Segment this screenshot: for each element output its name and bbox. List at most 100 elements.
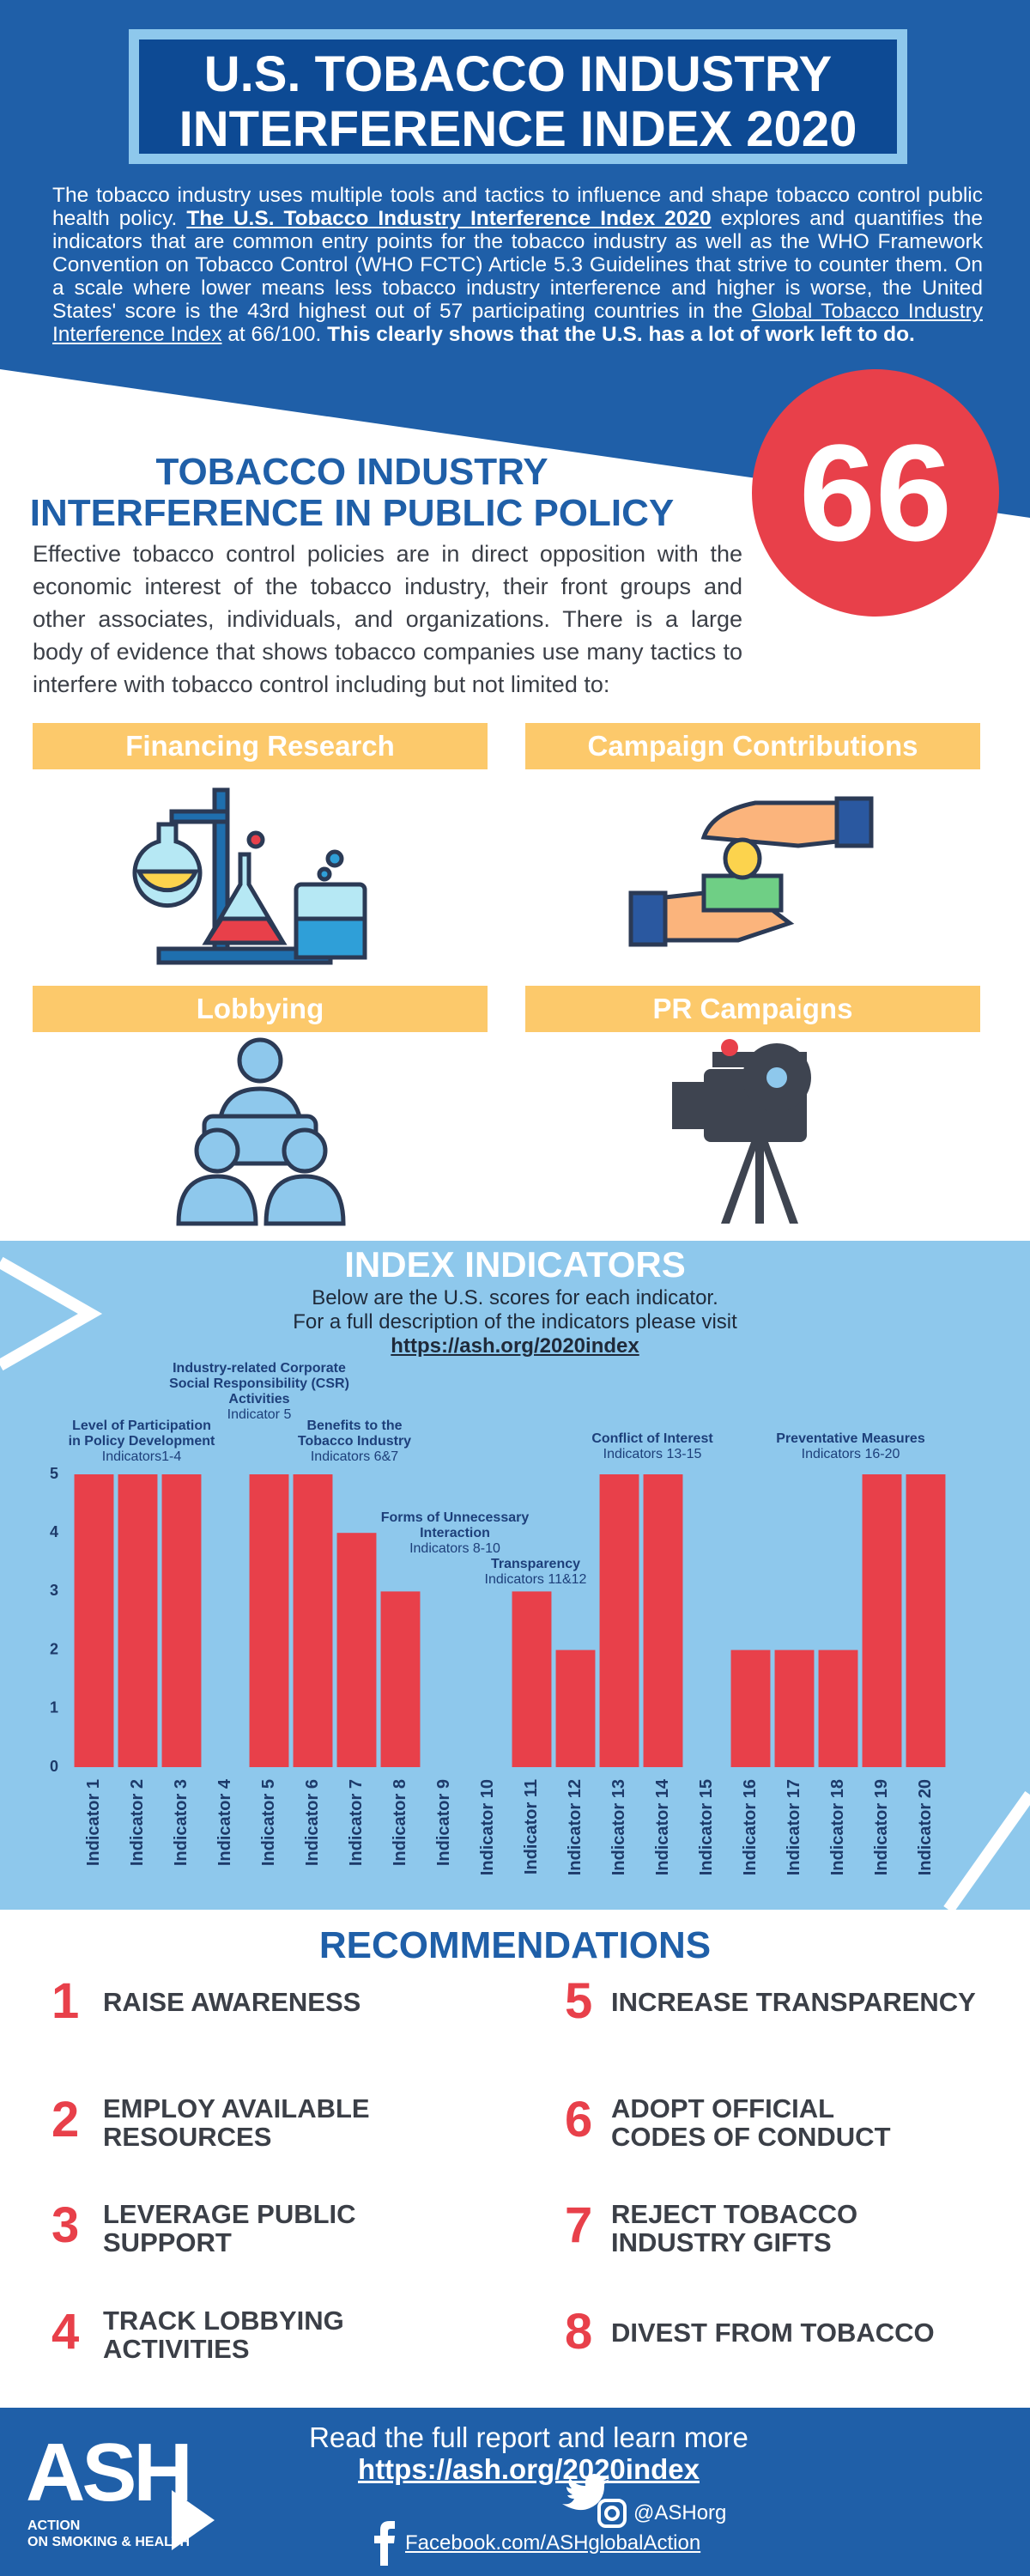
title-line: INTERFERENCE INDEX 2020 <box>179 101 857 157</box>
title-box <box>139 39 897 154</box>
recommendation-line: ADOPT OFFICIAL <box>611 2093 835 2123</box>
x-tick-label: Indicator 7 <box>347 1779 366 1866</box>
tactic: Financing Research <box>33 723 488 769</box>
y-tick-label: 2 <box>50 1640 58 1657</box>
score-circle <box>752 369 999 617</box>
recommendation-number: 6 <box>565 2092 593 2148</box>
x-tick-label: Indicator 19 <box>872 1779 891 1875</box>
chart-link[interactable]: https://ash.org/2020index <box>391 1334 639 1358</box>
recommendation-text: DIVEST FROM TOBACCO <box>611 2318 935 2347</box>
annotation-subtitle: Indicators 11&12 <box>485 1572 587 1587</box>
annotation-title: Activities <box>228 1392 289 1406</box>
footer-text: Read the full report and learn more <box>309 2421 748 2453</box>
logo-subtitle: ACTION ON SMOKING & HEALTH <box>27 2518 190 2550</box>
x-tick-label: Indicator 9 <box>434 1779 453 1866</box>
policy-title-line: TOBACCO INDUSTRY <box>155 451 548 493</box>
x-tick-label: Indicator 12 <box>566 1779 585 1875</box>
intro-index-link[interactable]: Global Tobacco Industry Interference Ind… <box>52 300 983 346</box>
y-tick-label: 4 <box>50 1523 58 1540</box>
annotation-title: Transparency <box>491 1557 580 1571</box>
intro-text: at 66/100. <box>221 323 328 346</box>
bar <box>161 1474 202 1767</box>
chart-subtitle: For a full description of the indicators… <box>293 1310 737 1334</box>
recommendation-number: 2 <box>52 2092 80 2148</box>
intro: The tobacco industry uses multiple tools… <box>52 184 983 346</box>
y-tick-label: 0 <box>50 1758 58 1775</box>
bar <box>599 1474 639 1767</box>
bar <box>818 1649 858 1767</box>
decor-chevron <box>0 1256 103 1371</box>
annotation-subtitle: Indicators 6&7 <box>311 1449 398 1464</box>
annotation-title: Preventative Measures <box>776 1431 925 1446</box>
policy-text: Effective tobacco control policies are i… <box>33 541 742 697</box>
y-tick-label: 5 <box>50 1465 58 1482</box>
footer-link[interactable]: https://ash.org/2020index <box>358 2453 700 2485</box>
recommendation-number: 8 <box>565 2304 593 2360</box>
chart-header: INDEX INDICATORS Below are the U.S. scor… <box>0 1243 1030 1358</box>
intro-report-link[interactable]: The U.S. Tobacco Industry Interference I… <box>186 207 712 230</box>
tactic: PR Campaigns <box>525 986 980 1032</box>
decor-chevron <box>943 1790 1030 1914</box>
bar-chart: 0 1 2 3 4 5 Indicator 1 Indicator 2 Indicator 3 I… <box>50 1361 946 1875</box>
annotation-title: Conflict of Interest <box>591 1431 713 1446</box>
recommendation-line: CODES OF CONDUCT <box>611 2122 891 2152</box>
tactic: Lobbying <box>33 986 488 1032</box>
tactic: Campaign Contributions <box>525 723 980 769</box>
logo-subtitle-line: ON SMOKING & HEALTH <box>27 2535 191 2549</box>
recommendation-number: 1 <box>52 1973 80 2029</box>
recommendation-number: 5 <box>565 1973 593 2029</box>
annotation-title: Social Responsibility (CSR) <box>169 1376 349 1391</box>
x-tick-label: Indicator 20 <box>916 1779 935 1875</box>
x-tick-label: Indicator 14 <box>653 1778 672 1875</box>
title-line: U.S. TOBACCO INDUSTRY <box>203 46 833 102</box>
twitter-handle[interactable]: @ASHorg <box>633 2501 727 2524</box>
intro-conclusion: This clearly shows that the U.S. has a l… <box>327 323 915 346</box>
bar <box>74 1474 114 1767</box>
x-tick-label: Indicator 6 <box>303 1779 322 1866</box>
annotation-title: Level of Participation <box>72 1419 211 1433</box>
recommendation-text: INCREASE TRANSPARENCY <box>611 1988 976 2016</box>
bar <box>512 1591 552 1767</box>
bar <box>118 1474 158 1767</box>
annotation-title: Forms of Unnecessary <box>381 1510 530 1525</box>
y-tick-label: 1 <box>50 1699 58 1716</box>
facebook-link[interactable]: Facebook.com/ASHglobalAction <box>405 2531 701 2555</box>
bar <box>730 1649 771 1767</box>
annotation-subtitle: Indicators1-4 <box>102 1449 182 1464</box>
x-tick-label: Indicator 15 <box>697 1779 716 1875</box>
recommendation-line: RESOURCES <box>103 2122 272 2152</box>
annotation-title: Benefits to the <box>306 1419 402 1433</box>
bar <box>862 1474 902 1767</box>
logo-subtitle-line: ACTION <box>27 2518 81 2533</box>
recommendation-line: INCREASE TRANSPARENCY <box>611 1987 976 2017</box>
chart-title: INDEX INDICATORS <box>344 1244 686 1285</box>
title: U.S. TOBACCO INDUSTRY INTERFERENCE INDEX… <box>139 47 897 157</box>
recommendation-text: EMPLOY AVAILABLE RESOURCES <box>103 2094 370 2151</box>
x-tick-label: Indicator 3 <box>172 1779 191 1866</box>
money-icon <box>628 796 874 947</box>
intro-text: The tobacco industry uses multiple tools… <box>52 184 983 230</box>
x-tick-label: Indicator 17 <box>785 1779 803 1875</box>
twitter-icon <box>562 2474 609 2511</box>
x-tick-label: Indicator 5 <box>259 1779 278 1866</box>
score: 66 <box>799 416 952 569</box>
recommendation-line: LEVERAGE PUBLIC <box>103 2199 356 2229</box>
recommendation-text: TRACK LOBBYING ACTIVITIES <box>103 2306 344 2363</box>
x-tick-label: Indicator 4 <box>215 1778 234 1866</box>
x-tick-label: Indicator 1 <box>84 1779 103 1866</box>
bar <box>380 1591 421 1767</box>
x-tick-label: Indicator 18 <box>828 1779 847 1875</box>
bar <box>336 1533 377 1767</box>
recommendation-line: REJECT TOBACCO <box>611 2199 858 2229</box>
recommendation-line: RAISE AWARENESS <box>103 1987 361 2017</box>
intro-text: explores and quantifies the indicators t… <box>52 207 983 323</box>
x-tick-label: Indicator 13 <box>609 1779 628 1875</box>
annotation-title: Industry-related Corporate <box>173 1361 346 1376</box>
recommendation-text: LEVERAGE PUBLIC SUPPORT <box>103 2200 356 2257</box>
recommendations-title: RECOMMENDATIONS <box>318 1924 712 1966</box>
lab-icon <box>132 787 367 965</box>
recommendation-number: 4 <box>52 2304 80 2360</box>
bar <box>774 1649 815 1767</box>
bar <box>906 1474 946 1767</box>
